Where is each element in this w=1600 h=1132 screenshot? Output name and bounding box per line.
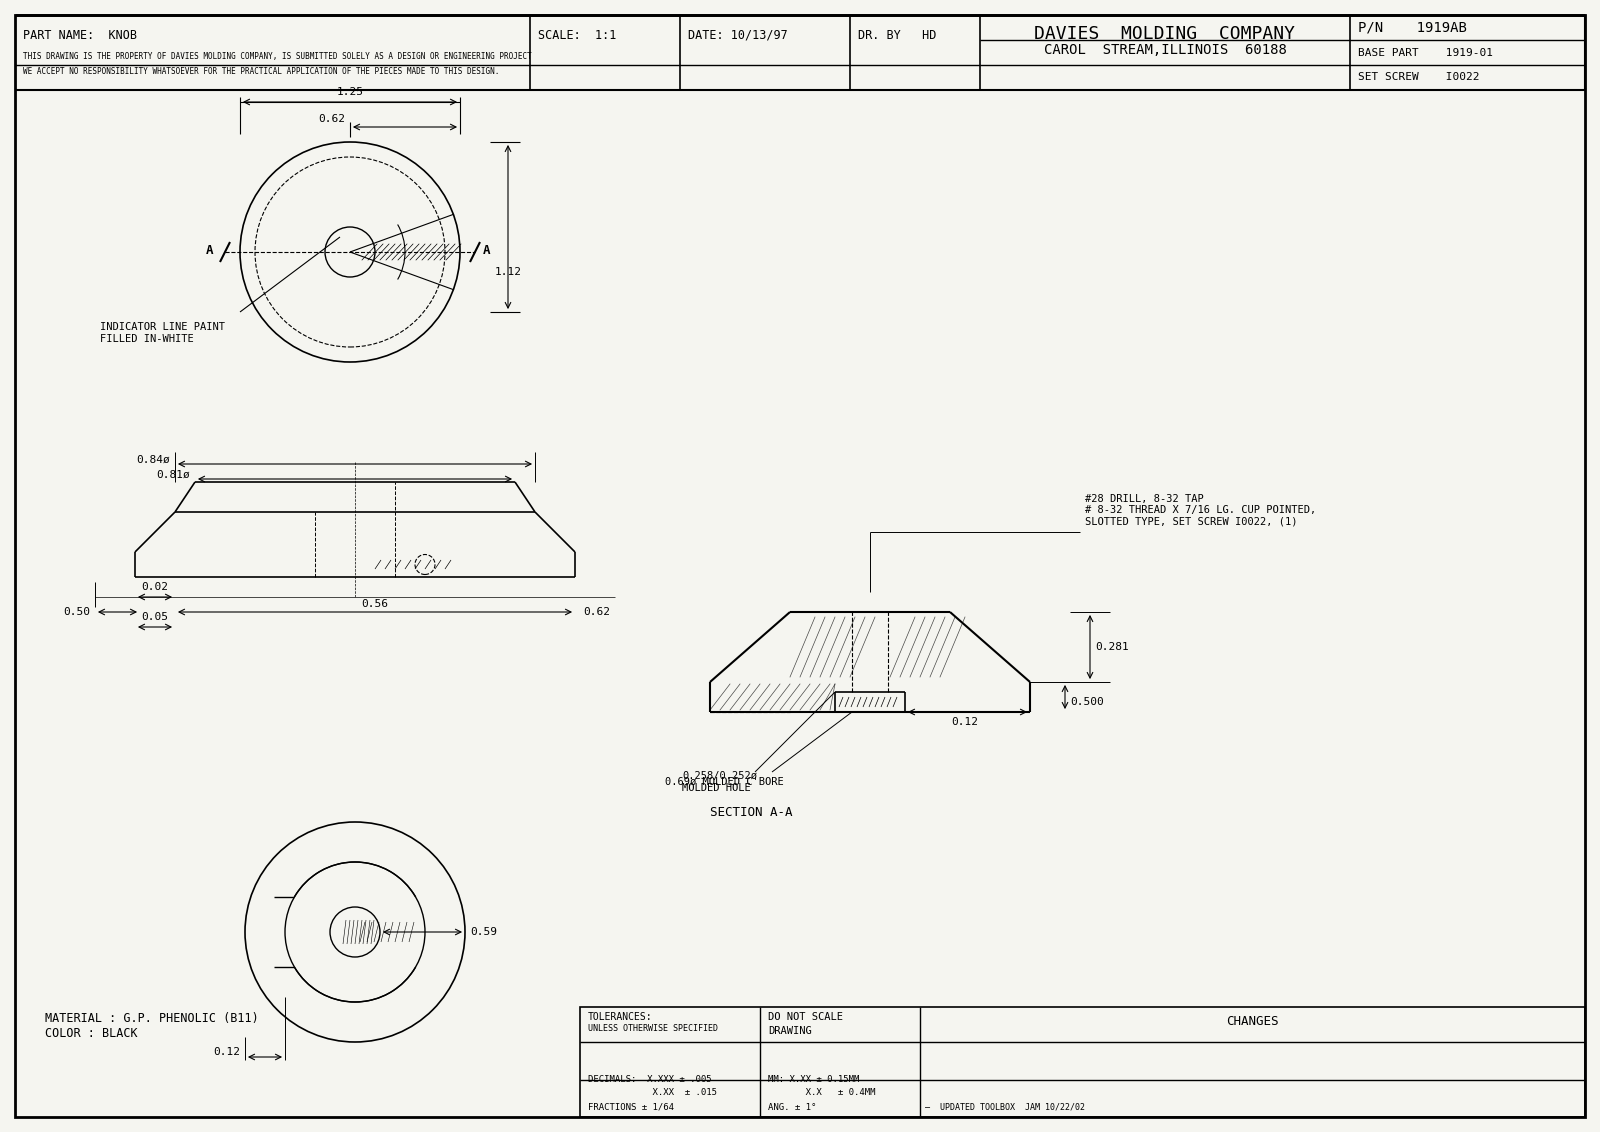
Text: ANG. ± 1°: ANG. ± 1°: [768, 1103, 816, 1112]
Text: 0.05: 0.05: [141, 612, 168, 621]
Text: 0.50: 0.50: [62, 607, 90, 617]
Text: 0.12: 0.12: [213, 1047, 240, 1057]
Text: INDICATOR LINE PAINT
FILLED IN-WHITE: INDICATOR LINE PAINT FILLED IN-WHITE: [99, 321, 226, 344]
Text: P/N    1919AB: P/N 1919AB: [1358, 20, 1467, 34]
Text: BASE PART    1919-01: BASE PART 1919-01: [1358, 48, 1493, 58]
Text: 0.500: 0.500: [1070, 697, 1104, 708]
Text: SET SCREW    I0022: SET SCREW I0022: [1358, 72, 1480, 83]
Text: DR. BY   HD: DR. BY HD: [858, 29, 936, 42]
Bar: [579, 1007, 1586, 1117]
Text: MATERIAL : G.P. PHENOLIC (B11)
COLOR : BLACK: MATERIAL : G.P. PHENOLIC (B11) COLOR : B…: [45, 1012, 259, 1040]
Text: #28 DRILL, 8-32 TAP
# 8-32 THREAD X 7/16 LG. CUP POINTED,
SLOTTED TYPE, SET SCRE: #28 DRILL, 8-32 TAP # 8-32 THREAD X 7/16…: [1085, 494, 1317, 528]
Text: CAROL  STREAM,ILLINOIS  60188: CAROL STREAM,ILLINOIS 60188: [1043, 43, 1286, 57]
Text: 1.25: 1.25: [336, 87, 363, 97]
Text: UNLESS OTHERWISE SPECIFIED: UNLESS OTHERWISE SPECIFIED: [589, 1024, 718, 1034]
Text: CHANGES: CHANGES: [1226, 1015, 1278, 1028]
Text: DRAWING: DRAWING: [768, 1026, 811, 1036]
Text: 0.281: 0.281: [1094, 642, 1128, 652]
Text: DECIMALS:  X.XXX ± .005: DECIMALS: X.XXX ± .005: [589, 1075, 712, 1084]
Text: FRACTIONS ± 1/64: FRACTIONS ± 1/64: [589, 1103, 674, 1112]
Text: DAVIES  MOLDING  COMPANY: DAVIES MOLDING COMPANY: [1035, 25, 1296, 43]
Text: 0.59: 0.59: [470, 927, 498, 937]
Text: A: A: [206, 243, 214, 257]
Text: 0.62: 0.62: [318, 114, 346, 125]
Text: X.X   ± 0.4MM: X.X ± 0.4MM: [768, 1088, 875, 1097]
Text: WE ACCEPT NO RESPONSIBILITY WHATSOEVER FOR THE PRACTICAL APPLICATION OF THE PIEC: WE ACCEPT NO RESPONSIBILITY WHATSOEVER F…: [22, 67, 499, 76]
Text: 0.12: 0.12: [952, 717, 979, 727]
Text: TOLERANCES:: TOLERANCES:: [589, 1012, 653, 1022]
Text: DO NOT SCALE: DO NOT SCALE: [768, 1012, 843, 1022]
Text: SECTION A-A: SECTION A-A: [710, 806, 792, 818]
Text: –  UPDATED TOOLBOX  JAM 10/22/02: – UPDATED TOOLBOX JAM 10/22/02: [925, 1103, 1085, 1112]
Text: THIS DRAWING IS THE PROPERTY OF DAVIES MOLDING COMPANY, IS SUBMITTED SOLELY AS A: THIS DRAWING IS THE PROPERTY OF DAVIES M…: [22, 52, 531, 61]
Text: 0.258/0.252ø
MOLDED HOLE: 0.258/0.252ø MOLDED HOLE: [682, 771, 757, 792]
Text: 0.62: 0.62: [582, 607, 610, 617]
Text: 0.02: 0.02: [141, 582, 168, 592]
Text: SCALE:  1:1: SCALE: 1:1: [538, 29, 616, 42]
Text: 0.81ø: 0.81ø: [157, 470, 190, 480]
Text: DATE: 10/13/97: DATE: 10/13/97: [688, 29, 787, 42]
Text: 0.56: 0.56: [362, 599, 389, 609]
Text: 1.12: 1.12: [494, 267, 522, 277]
Text: X.XX  ± .015: X.XX ± .015: [589, 1088, 717, 1097]
Text: PART NAME:  KNOB: PART NAME: KNOB: [22, 29, 138, 42]
Text: 0.84ø: 0.84ø: [136, 455, 170, 465]
Text: 0.69ø MOLDED C'BORE: 0.69ø MOLDED C'BORE: [666, 777, 784, 787]
Text: A: A: [483, 243, 491, 257]
Text: MM: X.XX ± 0.15MM: MM: X.XX ± 0.15MM: [768, 1075, 859, 1084]
